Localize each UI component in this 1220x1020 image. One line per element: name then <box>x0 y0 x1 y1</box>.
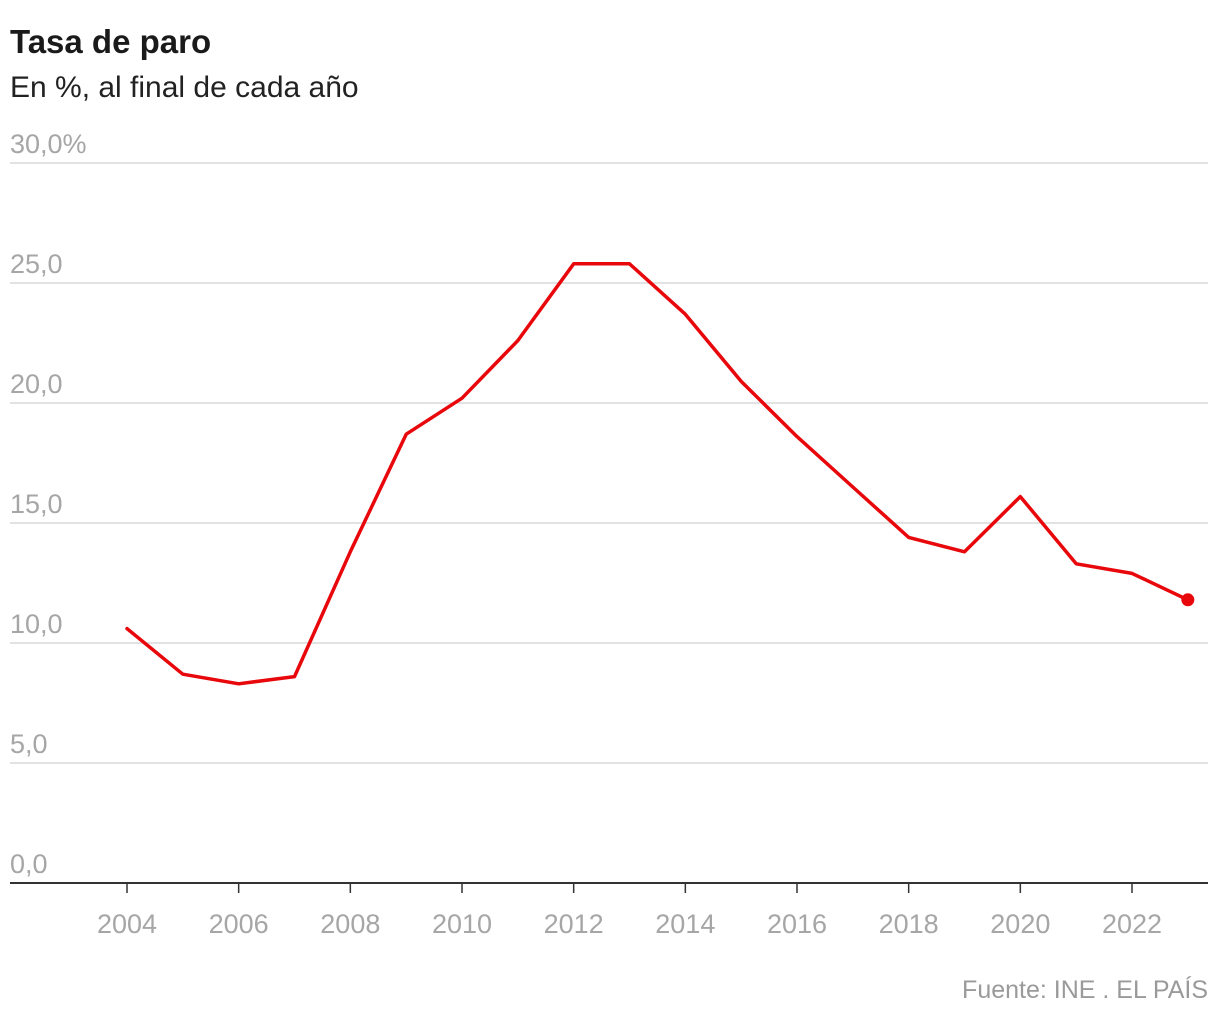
last-value-marker <box>1181 593 1195 607</box>
x-tick-label: 2018 <box>879 909 939 939</box>
line-chart: 0,0 5,0 10,0 15,0 20,0 25,0 30,0% 2004 2006 2008… <box>10 129 1208 939</box>
y-tick-label: 15,0 <box>10 489 63 519</box>
x-tick-label: 2012 <box>544 909 604 939</box>
x-tick-label: 2010 <box>432 909 492 939</box>
chart-subtitle: En %, al final de cada año <box>10 71 359 104</box>
x-tick-label: 2022 <box>1102 909 1162 939</box>
y-tick-label: 25,0 <box>10 249 63 279</box>
y-tick-labels: 0,0 5,0 10,0 15,0 20,0 25,0 30,0% <box>10 129 87 879</box>
chart-title: Tasa de paro <box>10 23 212 60</box>
x-tick-label: 2008 <box>320 909 380 939</box>
x-tick-label: 2016 <box>767 909 827 939</box>
y-tick-label: 30,0% <box>10 129 87 159</box>
x-tick-label: 2020 <box>990 909 1050 939</box>
series-line <box>125 262 1190 686</box>
series-layer <box>125 262 1195 686</box>
y-tick-label: 10,0 <box>10 609 63 639</box>
x-tick-labels: 2004 2006 2008 2010 2012 2014 2016 2018 2020 2022 <box>97 909 1162 939</box>
x-tick-label: 2014 <box>655 909 715 939</box>
x-tick-label: 2006 <box>209 909 269 939</box>
y-gridlines <box>10 162 1208 764</box>
y-tick-label: 20,0 <box>10 369 63 399</box>
x-axis <box>10 882 1208 893</box>
y-tick-label: 0,0 <box>10 849 48 879</box>
x-tick-label: 2004 <box>97 909 157 939</box>
y-tick-label: 5,0 <box>10 729 48 759</box>
source-note: Fuente: INE . EL PAÍS <box>962 976 1208 1004</box>
